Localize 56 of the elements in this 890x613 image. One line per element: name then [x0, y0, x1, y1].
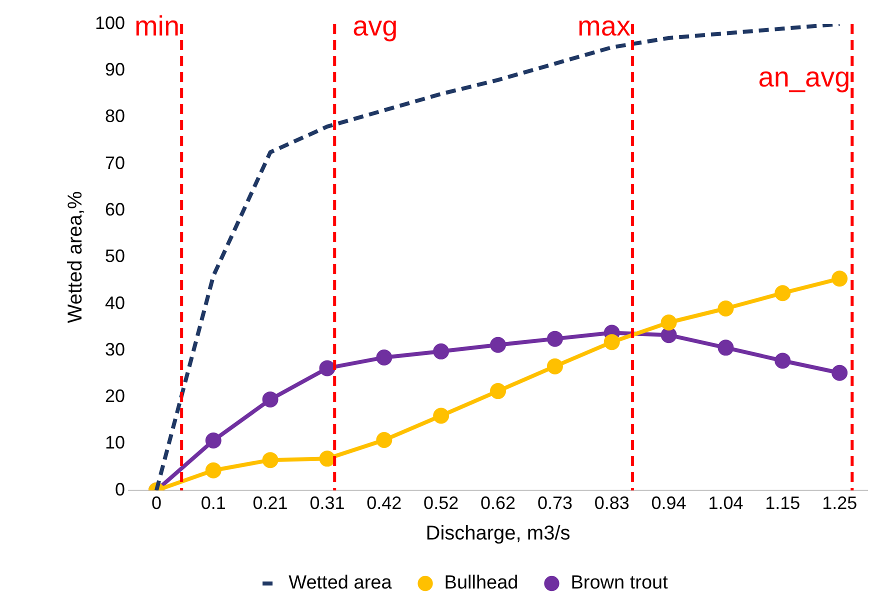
point: [660, 327, 677, 344]
y-tick-label: 0: [115, 479, 126, 500]
point: [262, 391, 278, 408]
x-tick-label: 1.15: [765, 493, 800, 514]
x-tick-label: 1.25: [822, 493, 858, 514]
point: [319, 360, 336, 376]
ref-line-label: min: [134, 10, 180, 42]
y-tick-label: 30: [105, 339, 126, 360]
y-tick-label: 20: [105, 386, 126, 406]
point: [832, 270, 848, 287]
point: [718, 340, 734, 356]
point: [433, 343, 450, 360]
x-tick-label: 0.52: [424, 493, 459, 514]
ref-line-label: avg: [352, 10, 398, 42]
y-tick-label: 80: [105, 106, 126, 126]
point: [490, 336, 506, 353]
legend-label: Brown trout: [570, 572, 669, 594]
point: [718, 300, 734, 317]
point: [262, 452, 278, 468]
y-tick-label: 70: [105, 152, 126, 173]
point: [660, 314, 677, 330]
x-tick-label: 0.21: [252, 493, 288, 514]
point: [205, 432, 222, 448]
point: [546, 358, 563, 374]
x-tick-label: 0.31: [310, 493, 345, 514]
y-tick-label: 100: [94, 12, 126, 33]
point: [319, 450, 336, 467]
x-tick-label: 0.62: [480, 493, 516, 514]
x-tick-label: 0.94: [651, 493, 686, 514]
point: [490, 383, 506, 400]
point: [376, 349, 392, 366]
legend-label: Wetted area: [288, 572, 392, 594]
y-tick-label: 40: [105, 292, 126, 313]
point: [205, 462, 222, 478]
x-axis-title: Discharge, m3/s: [426, 522, 570, 545]
y-axis-title: Wetted area,%: [64, 191, 87, 324]
y-tick-label: 90: [105, 60, 126, 80]
point: [433, 408, 450, 424]
ref-line-label: max: [578, 10, 630, 42]
point: [546, 330, 563, 347]
point: [774, 285, 791, 302]
y-tick-label: 10: [105, 432, 126, 453]
legend-label: Bullhead: [444, 572, 518, 594]
point: [832, 364, 848, 381]
x-tick-label: 0.42: [366, 493, 402, 514]
y-tick-label: 50: [105, 246, 126, 266]
x-tick-label: 0.83: [594, 493, 630, 514]
point: [376, 432, 392, 448]
point: [774, 352, 791, 369]
point: [604, 334, 620, 350]
ref-line-label: an_avg: [758, 62, 850, 93]
x-tick-label: 0: [151, 493, 162, 514]
x-tick-label: 0.1: [200, 493, 226, 514]
x-tick-label: 0.73: [537, 493, 572, 514]
y-tick-label: 60: [105, 200, 126, 220]
x-tick-label: 1.04: [708, 493, 744, 514]
